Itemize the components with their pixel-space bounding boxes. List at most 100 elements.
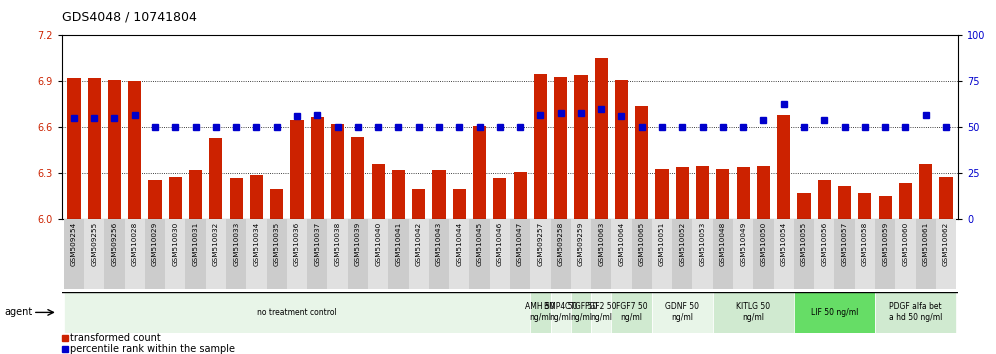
Text: GSM509256: GSM509256 [112, 222, 118, 266]
Text: GSM510029: GSM510029 [152, 222, 158, 266]
Bar [898, 183, 912, 219]
Bar [672, 219, 692, 289]
Text: GSM510032: GSM510032 [213, 222, 219, 266]
Text: GSM510054: GSM510054 [781, 222, 787, 266]
Bar [859, 193, 872, 219]
Bar [591, 292, 612, 333]
Bar [838, 186, 852, 219]
Bar [818, 179, 831, 219]
Text: GSM509258: GSM509258 [558, 222, 564, 266]
Bar [713, 219, 733, 289]
Text: GSM510052: GSM510052 [679, 222, 685, 266]
Text: KITLG 50
ng/ml: KITLG 50 ng/ml [736, 302, 770, 322]
Bar [287, 219, 307, 289]
Bar [939, 177, 952, 219]
Text: GSM510053: GSM510053 [699, 222, 705, 266]
Bar [291, 120, 304, 219]
Text: GSM510050: GSM510050 [761, 222, 767, 266]
Bar [229, 178, 243, 219]
Text: GSM510035: GSM510035 [274, 222, 280, 266]
Text: GSM510031: GSM510031 [192, 222, 198, 266]
Bar [148, 179, 161, 219]
Bar [267, 219, 287, 289]
Bar [612, 292, 652, 333]
Text: CTGF 50
ng/ml: CTGF 50 ng/ml [565, 302, 597, 322]
Bar [206, 219, 226, 289]
Text: GSM510062: GSM510062 [943, 222, 949, 266]
Text: GSM510038: GSM510038 [335, 222, 341, 266]
Text: GSM510064: GSM510064 [619, 222, 624, 266]
Bar [432, 170, 445, 219]
Bar [388, 219, 408, 289]
Bar [452, 189, 466, 219]
Bar [615, 80, 628, 219]
Bar [530, 292, 551, 333]
Bar [144, 219, 165, 289]
Text: GSM510041: GSM510041 [395, 222, 401, 266]
Text: GSM510065: GSM510065 [638, 222, 644, 266]
Bar [108, 80, 122, 219]
Bar [124, 219, 144, 289]
Bar [209, 138, 222, 219]
Bar [919, 164, 932, 219]
Bar [733, 219, 753, 289]
Bar [348, 219, 368, 289]
Bar [165, 219, 185, 289]
Bar [473, 126, 486, 219]
Bar [675, 167, 689, 219]
Bar [412, 189, 425, 219]
Text: GSM510028: GSM510028 [131, 222, 137, 266]
Text: GSM509259: GSM509259 [578, 222, 584, 266]
Bar [88, 78, 101, 219]
Bar [612, 219, 631, 289]
Bar [652, 292, 713, 333]
Bar [534, 74, 547, 219]
Text: GSM510045: GSM510045 [476, 222, 482, 266]
Bar [571, 219, 591, 289]
Bar [64, 292, 530, 333]
Text: GDS4048 / 10741804: GDS4048 / 10741804 [62, 11, 196, 24]
Text: GSM510060: GSM510060 [902, 222, 908, 266]
Text: percentile rank within the sample: percentile rank within the sample [70, 344, 235, 354]
Bar [391, 170, 405, 219]
Bar [692, 219, 713, 289]
Bar [128, 81, 141, 219]
Bar [591, 219, 612, 289]
Bar [64, 219, 84, 289]
Bar [713, 292, 794, 333]
Text: GSM510049: GSM510049 [740, 222, 746, 266]
Bar [798, 193, 811, 219]
Bar [551, 219, 571, 289]
Bar [635, 106, 648, 219]
Text: GSM510058: GSM510058 [862, 222, 868, 266]
Bar [595, 58, 608, 219]
Bar [575, 75, 588, 219]
Text: GSM509255: GSM509255 [92, 222, 98, 266]
Bar [490, 219, 510, 289]
Bar [554, 77, 568, 219]
Bar [652, 219, 672, 289]
Bar [655, 169, 668, 219]
Text: GSM510055: GSM510055 [801, 222, 807, 266]
Text: GSM510047: GSM510047 [517, 222, 523, 266]
Text: GSM510057: GSM510057 [842, 222, 848, 266]
Bar [814, 219, 835, 289]
Bar [250, 175, 263, 219]
Bar [185, 219, 206, 289]
Bar [631, 219, 652, 289]
Bar [875, 219, 895, 289]
Bar [696, 166, 709, 219]
Text: PDGF alfa bet
a hd 50 ng/ml: PDGF alfa bet a hd 50 ng/ml [888, 302, 942, 322]
Bar [331, 124, 345, 219]
Bar [794, 219, 814, 289]
Bar [737, 167, 750, 219]
Text: GSM510051: GSM510051 [659, 222, 665, 266]
Text: GSM510061: GSM510061 [922, 222, 928, 266]
Bar [68, 78, 81, 219]
Text: GSM510046: GSM510046 [497, 222, 503, 266]
Bar [571, 292, 591, 333]
Text: BMP4 50
ng/ml: BMP4 50 ng/ml [544, 302, 578, 322]
Bar [777, 115, 791, 219]
Text: GDNF 50
ng/ml: GDNF 50 ng/ml [665, 302, 699, 322]
Bar [270, 189, 283, 219]
